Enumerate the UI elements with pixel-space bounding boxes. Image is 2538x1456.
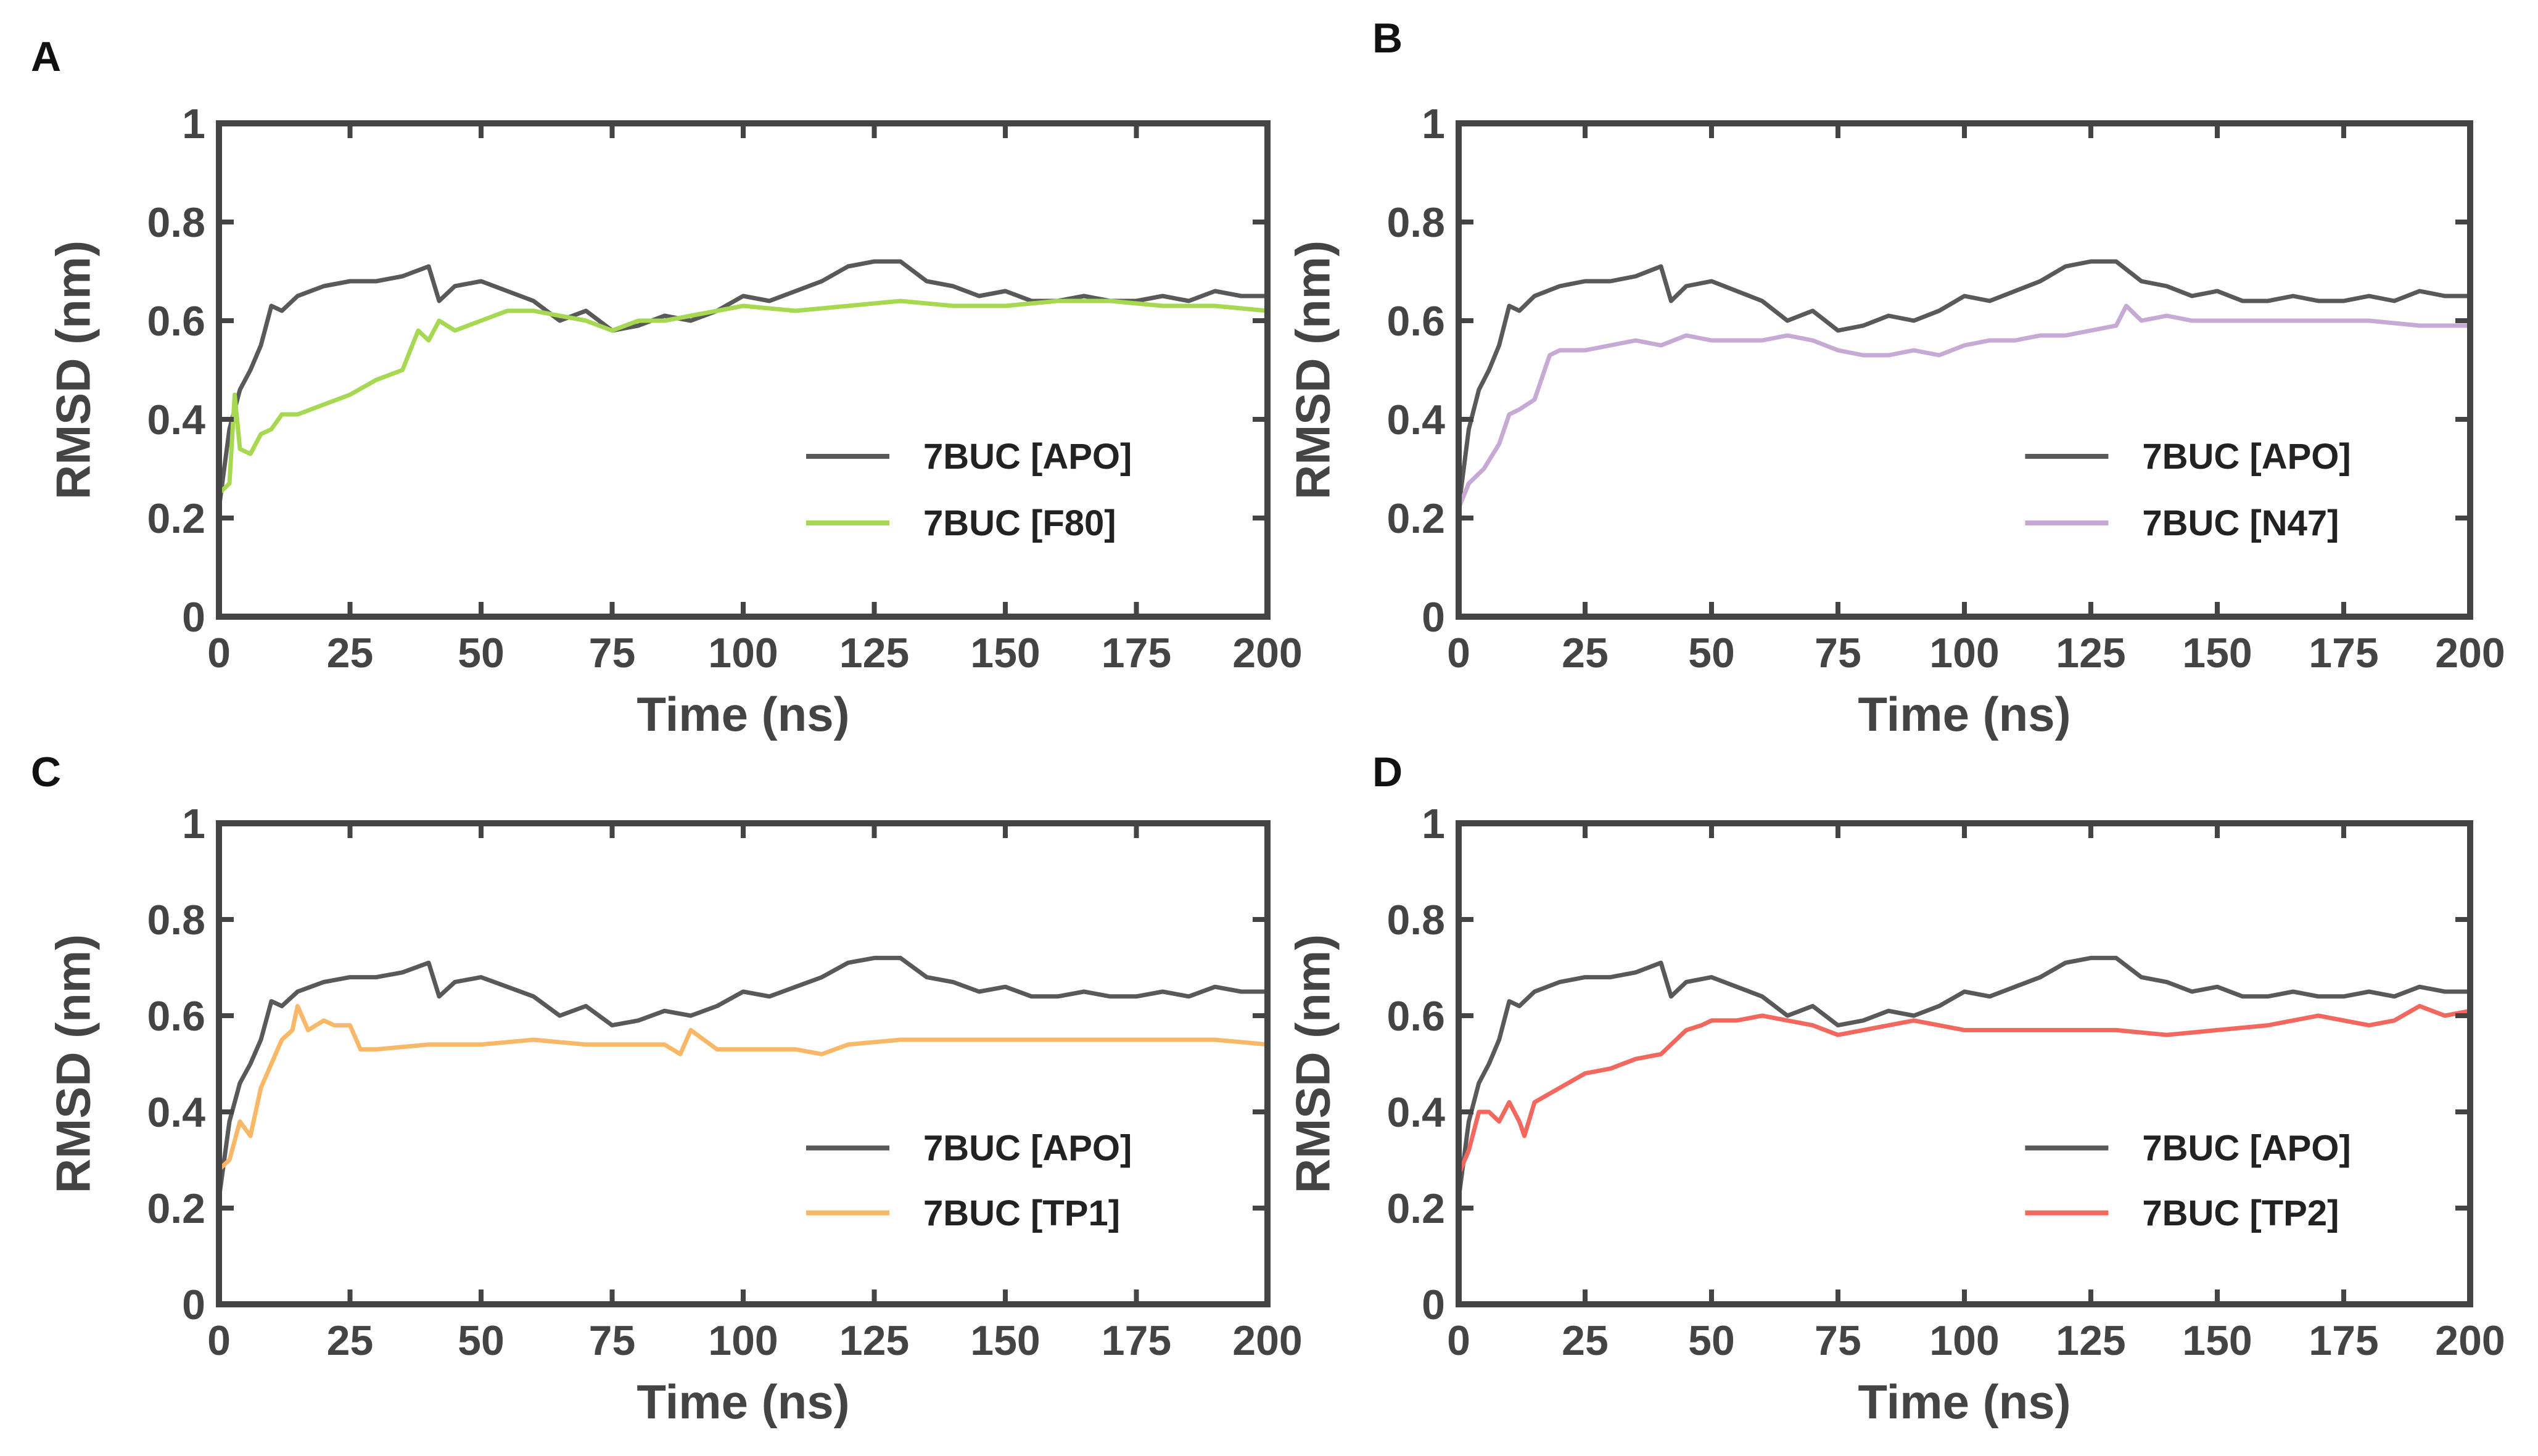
y-tick-label: 0 bbox=[1422, 1281, 1445, 1328]
legend-label: 7BUC [APO] bbox=[2142, 1129, 2351, 1169]
chart-panel-c: C 0 25 50 75 100 125 150 175 200 0 0.2 0.4 0.6 0.8 1 Tim… bbox=[31, 749, 1303, 1429]
x-tick-label: 100 bbox=[708, 1317, 778, 1364]
y-tick-label: 0.2 bbox=[147, 1185, 205, 1232]
chart-panel-a: A 0 25 50 75 100 125 150 175 200 0 0.2 0.4 0.6 0.8 1 Tim… bbox=[31, 33, 1303, 741]
x-tick-label: 75 bbox=[1815, 1317, 1861, 1364]
legend-label: 7BUC [F80] bbox=[923, 503, 1116, 543]
x-tick-label: 175 bbox=[2309, 1317, 2378, 1364]
x-tick-label: 150 bbox=[970, 630, 1040, 677]
x-tick-label: 50 bbox=[1688, 1317, 1735, 1364]
y-tick-label: 0.6 bbox=[1386, 298, 1445, 345]
x-tick-label: 50 bbox=[458, 630, 505, 677]
plot-frame bbox=[216, 820, 1271, 1307]
y-tick-label: 0.8 bbox=[1386, 199, 1445, 246]
x-tick-label: 100 bbox=[1929, 1317, 1999, 1364]
series-line-apo bbox=[216, 955, 1270, 1201]
plot-frame bbox=[1456, 120, 2473, 620]
x-tick-label: 25 bbox=[327, 1317, 374, 1364]
x-tick-label: 100 bbox=[1929, 630, 1999, 677]
panel-letter: C bbox=[31, 749, 61, 796]
legend-label: 7BUC [APO] bbox=[2142, 437, 2351, 477]
y-tick-label: 0 bbox=[182, 594, 205, 641]
y-tick-label: 0.2 bbox=[1386, 495, 1445, 542]
x-tick-label: 175 bbox=[2309, 630, 2378, 677]
x-axis-label: Time (ns) bbox=[637, 687, 849, 741]
x-tick-label: 200 bbox=[2435, 1317, 2505, 1364]
x-tick-label: 200 bbox=[2435, 630, 2505, 677]
plot-frame bbox=[216, 120, 1271, 620]
y-axis-label: RMSD (nm) bbox=[1286, 934, 1340, 1193]
y-tick-label: 0.8 bbox=[147, 199, 205, 246]
x-tick-label: 50 bbox=[458, 1317, 505, 1364]
y-axis-label: RMSD (nm) bbox=[1286, 241, 1340, 500]
y-tick-label: 0.6 bbox=[1386, 993, 1445, 1040]
x-tick-label: 25 bbox=[1562, 1317, 1609, 1364]
legend-label: 7BUC [TP2] bbox=[2142, 1193, 2339, 1233]
y-tick-label: 1 bbox=[1422, 800, 1445, 847]
x-axis-label: Time (ns) bbox=[637, 1375, 849, 1429]
x-tick-label: 125 bbox=[839, 1317, 909, 1364]
y-tick-label: 0 bbox=[182, 1281, 205, 1328]
x-tick-label: 150 bbox=[970, 1317, 1040, 1364]
x-tick-label: 125 bbox=[2056, 630, 2125, 677]
x-tick-label: 175 bbox=[1102, 1317, 1171, 1364]
series-line-apo bbox=[1456, 259, 2473, 511]
x-tick-label: 75 bbox=[1815, 630, 1861, 677]
series-line-apo bbox=[1456, 955, 2473, 1201]
y-tick-label: 0 bbox=[1422, 594, 1445, 641]
y-tick-label: 0.4 bbox=[1386, 397, 1445, 443]
y-tick-label: 0.8 bbox=[147, 897, 205, 944]
chart-panel-d: D 0 25 50 75 100 125 150 175 200 0 0.2 0.4 0.6 0.8 1 Tim… bbox=[1286, 749, 2505, 1429]
y-tick-label: 0.6 bbox=[147, 993, 205, 1040]
series-line-ligand bbox=[216, 298, 1270, 496]
y-tick-label: 0.4 bbox=[147, 1089, 205, 1136]
x-tick-label: 0 bbox=[207, 630, 231, 677]
y-tick-label: 0.2 bbox=[1386, 1185, 1445, 1232]
legend-label: 7BUC [APO] bbox=[923, 1129, 1132, 1169]
x-tick-label: 200 bbox=[1232, 630, 1302, 677]
series-line-ligand bbox=[216, 1003, 1270, 1172]
chart-panel-b: B 0 25 50 75 100 125 150 175 200 0 0.2 0.4 0.6 0.8 1 Tim… bbox=[1286, 15, 2505, 741]
x-tick-label: 75 bbox=[589, 1317, 636, 1364]
y-tick-label: 1 bbox=[182, 101, 205, 147]
y-tick-label: 1 bbox=[1422, 101, 1445, 147]
legend-label: 7BUC [N47] bbox=[2142, 503, 2339, 543]
y-axis-label: RMSD (nm) bbox=[46, 934, 101, 1193]
legend-label: 7BUC [TP1] bbox=[923, 1193, 1120, 1233]
panel-letter: A bbox=[31, 33, 61, 80]
x-tick-label: 150 bbox=[2182, 630, 2252, 677]
x-tick-label: 25 bbox=[1562, 630, 1609, 677]
x-tick-label: 0 bbox=[1447, 630, 1470, 677]
y-tick-label: 0.2 bbox=[147, 495, 205, 542]
y-tick-label: 0.4 bbox=[1386, 1089, 1445, 1136]
x-tick-label: 125 bbox=[839, 630, 909, 677]
x-axis-label: Time (ns) bbox=[1858, 1375, 2070, 1429]
legend-label: 7BUC [APO] bbox=[923, 437, 1132, 477]
y-tick-label: 0.8 bbox=[1386, 897, 1445, 944]
panel-letter: D bbox=[1372, 749, 1403, 796]
x-tick-label: 75 bbox=[589, 630, 636, 677]
y-tick-label: 1 bbox=[182, 800, 205, 847]
y-tick-label: 0.6 bbox=[147, 298, 205, 345]
x-tick-label: 125 bbox=[2056, 1317, 2125, 1364]
series-line-ligand bbox=[1456, 1003, 2473, 1177]
x-tick-label: 175 bbox=[1102, 630, 1171, 677]
y-tick-label: 0.4 bbox=[147, 397, 205, 443]
plot-frame bbox=[1456, 820, 2473, 1307]
x-tick-label: 150 bbox=[2182, 1317, 2252, 1364]
series-line-ligand bbox=[1456, 303, 2473, 511]
x-tick-label: 50 bbox=[1688, 630, 1735, 677]
x-tick-label: 0 bbox=[1447, 1317, 1470, 1364]
panel-letter: B bbox=[1372, 15, 1403, 62]
x-tick-label: 200 bbox=[1232, 1317, 1302, 1364]
x-axis-label: Time (ns) bbox=[1858, 687, 2070, 741]
x-tick-label: 0 bbox=[207, 1317, 231, 1364]
y-axis-label: RMSD (nm) bbox=[46, 241, 101, 500]
x-tick-label: 100 bbox=[708, 630, 778, 677]
x-tick-label: 25 bbox=[327, 630, 374, 677]
